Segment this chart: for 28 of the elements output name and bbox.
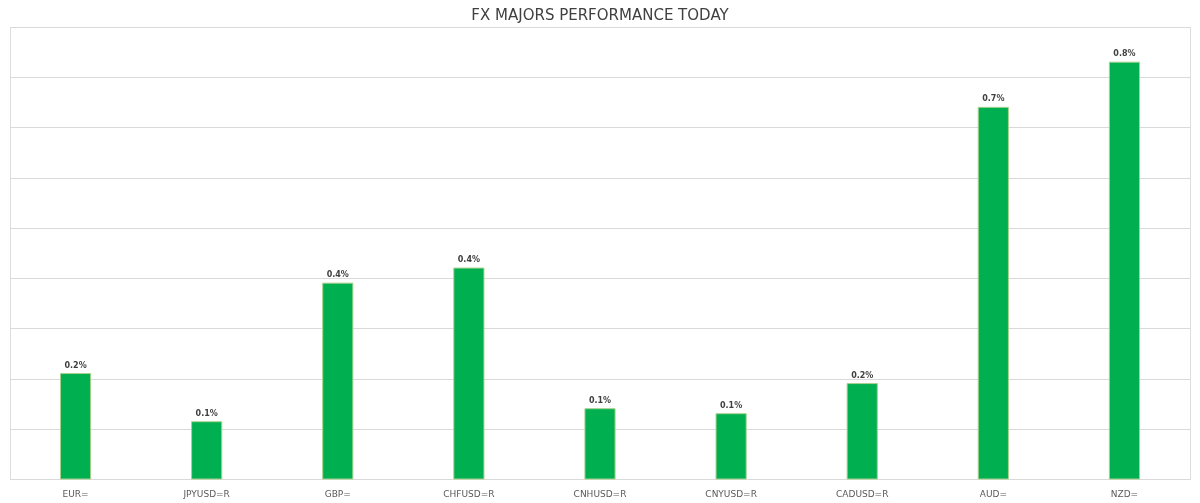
data-label: 0.1%: [195, 408, 218, 418]
x-tick-label: CHFUSD=R: [443, 488, 495, 499]
bar: [715, 413, 747, 480]
x-tick-label: NZD=: [1110, 488, 1139, 499]
data-label: 0.4%: [326, 270, 349, 280]
bar: [1108, 61, 1141, 480]
bar: [977, 106, 1009, 480]
data-label: 0.8%: [1113, 49, 1136, 59]
x-tick-label: EUR=: [62, 488, 89, 499]
bar: [846, 383, 878, 480]
data-label: 0.1%: [720, 400, 743, 410]
x-tick-label: CNHUSD=R: [573, 488, 627, 499]
bar: [59, 373, 92, 480]
bar: [191, 421, 223, 480]
bar: [453, 267, 485, 480]
data-label: 0.2%: [851, 370, 874, 380]
x-tick-label: JPYUSD=R: [182, 488, 230, 499]
x-tick-label: CADUSD=R: [836, 488, 889, 499]
data-label: 0.4%: [457, 255, 480, 265]
bar: [322, 282, 354, 480]
bar: [584, 408, 616, 480]
chart-title: FX MAJORS PERFORMANCE TODAY: [471, 6, 730, 24]
data-label: 0.2%: [64, 360, 87, 370]
x-tick-label: CNYUSD=R: [705, 488, 757, 499]
x-tick-label: AUD=: [979, 488, 1007, 499]
x-tick-label: GBP=: [324, 488, 351, 499]
data-label: 0.7%: [982, 94, 1005, 104]
data-label: 0.1%: [588, 395, 612, 405]
